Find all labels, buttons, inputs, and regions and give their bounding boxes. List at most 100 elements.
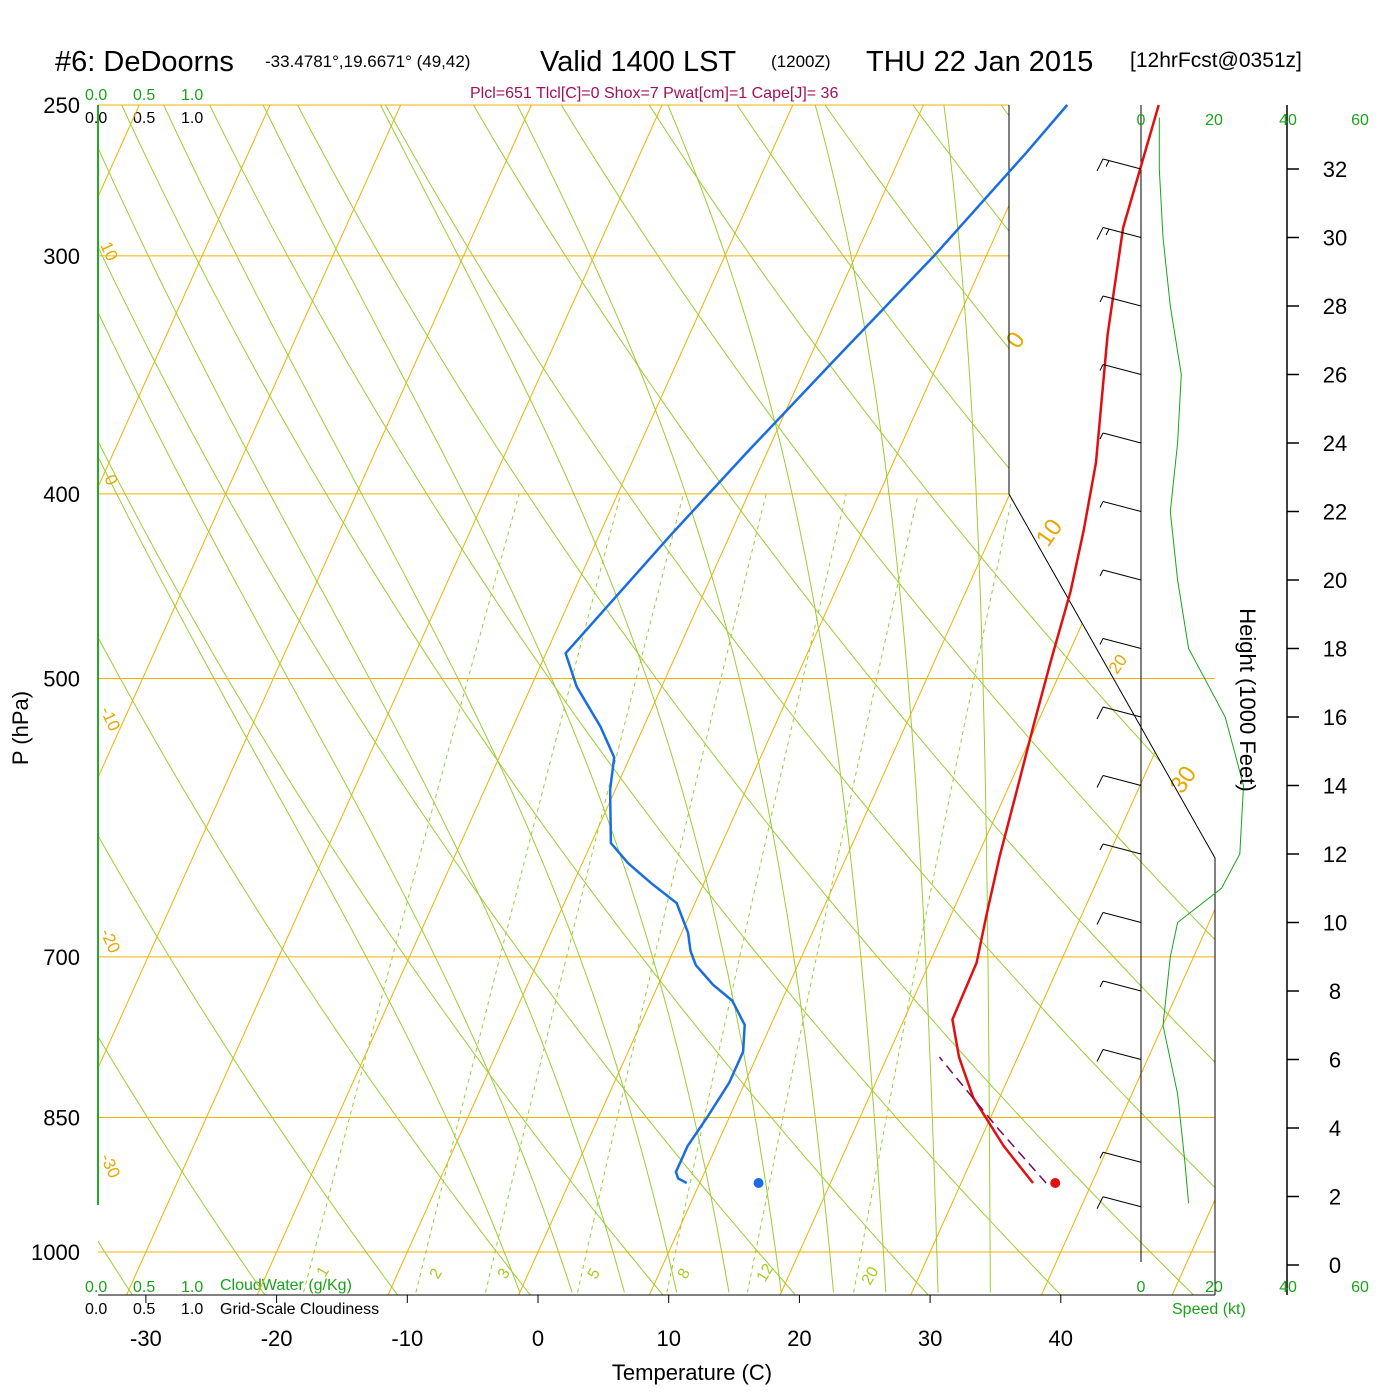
moist-adiabat-line xyxy=(380,105,782,1293)
dry-adiabat-line xyxy=(1031,105,1215,1295)
wind-speed-scale-bottom: 0 20 40 60 Speed (kt) xyxy=(1137,1279,1369,1318)
pressure-tick-label: 700 xyxy=(43,945,80,970)
isotherm-line xyxy=(98,105,532,1295)
temperature-tick-label: 30 xyxy=(918,1326,942,1351)
temperature-tick-label: -30 xyxy=(130,1326,162,1351)
wind-bottom-tick: 20 xyxy=(1205,1279,1223,1296)
height-tick-label: 4 xyxy=(1329,1116,1341,1141)
temperature-tick-label: 20 xyxy=(787,1326,811,1351)
dry-adiabat-line xyxy=(1361,0,1400,1331)
wind-barb-feather xyxy=(1096,775,1104,788)
wind-barb-half-feather xyxy=(1099,980,1104,988)
bottom-cloudiness-tick: 0.5 xyxy=(133,1301,155,1318)
wind-barb-half-feather xyxy=(1099,432,1104,440)
height-tick-label: 0 xyxy=(1329,1253,1341,1278)
wind-barb xyxy=(1102,227,1142,238)
wind-speed-scale-top: 0 20 40 60 xyxy=(1137,112,1369,129)
wind-barb-half-feather xyxy=(1099,638,1104,645)
pressure-tick-label: 850 xyxy=(43,1106,80,1131)
height-tick-label: 6 xyxy=(1329,1048,1341,1073)
wind-barb xyxy=(1102,980,1142,992)
height-tick-label: 32 xyxy=(1323,157,1347,182)
pressure-tick-label: 400 xyxy=(43,482,80,507)
wind-barb xyxy=(1102,501,1142,512)
wind-bottom-tick: 40 xyxy=(1279,1279,1297,1296)
wind-barb-half-feather xyxy=(1099,501,1104,508)
stats-line: Plcl=651 Tlcl[C]=0 Shox=7 Pwat[cm]=1 Cap… xyxy=(470,85,838,102)
isotherm-label: 10 xyxy=(96,239,121,264)
height-tick-label: 10 xyxy=(1323,911,1347,936)
wind-top-tick: 0 xyxy=(1137,112,1146,129)
height-tick-label: 8 xyxy=(1329,979,1341,1004)
dry-adiabat-line xyxy=(98,105,291,1295)
wind-top-tick: 40 xyxy=(1279,112,1297,129)
wind-barb-feather xyxy=(1096,227,1104,240)
height-tick-label: 12 xyxy=(1323,842,1347,867)
wind-barb xyxy=(1102,1049,1142,1060)
isotherm-label: -20 xyxy=(96,926,124,956)
bottom-cloudwater-tick: 0.5 xyxy=(133,1279,155,1296)
wind-barb xyxy=(1102,912,1142,923)
isotherm-label: -30 xyxy=(96,1151,124,1181)
dry-adiabat-line xyxy=(618,105,1215,1295)
dry-adiabat-line xyxy=(536,105,1215,1295)
wind-barb-half-feather xyxy=(1105,228,1110,236)
height-tick-label: 22 xyxy=(1323,500,1347,525)
height-axis-title: Height (1000 Feet) xyxy=(1235,608,1260,791)
mixing-ratio-line xyxy=(577,493,767,1293)
title-date: THU 22 Jan 2015 xyxy=(866,46,1093,78)
isotherm-line xyxy=(632,105,1186,1295)
dry-adiabat-line xyxy=(98,105,828,1295)
height-tick-label: 14 xyxy=(1323,774,1347,799)
isotherm-line xyxy=(1155,105,1215,1295)
top-cloudiness-tick: 0.5 xyxy=(133,110,155,127)
bottom-cloudwater-tick: 0.0 xyxy=(85,1279,107,1296)
moist-adiabat-line xyxy=(262,105,730,1293)
temperature-tick-label: 40 xyxy=(1049,1326,1073,1351)
moist-adiabat-line xyxy=(163,105,678,1293)
wind-bottom-tick: 60 xyxy=(1351,1279,1369,1296)
cloudiness-label: Grid-Scale Cloudiness xyxy=(220,1301,379,1318)
parcel-line xyxy=(938,1056,1047,1184)
surface-dewpoint-marker xyxy=(753,1178,764,1189)
mixing-ratio-line xyxy=(415,493,622,1293)
dry-adiabat-line xyxy=(98,105,560,1295)
bottom-cloudiness-scale: 0.0 0.5 1.0 Grid-Scale Cloudiness xyxy=(85,1301,379,1318)
wind-barb-half-feather xyxy=(1099,295,1104,303)
wind-barb xyxy=(1102,843,1142,855)
title-valid: Valid 1400 LST xyxy=(540,46,736,78)
mixing-ratio-label: 20 xyxy=(859,1264,883,1288)
temperature-tick-label: 10 xyxy=(656,1326,680,1351)
wind-barb xyxy=(1102,706,1142,718)
isotherm-line xyxy=(502,105,1055,1295)
dry-adiabat-line xyxy=(98,105,157,1295)
dewpoint-line xyxy=(564,104,1069,1185)
x-axis-title: Temperature (C) xyxy=(612,1360,772,1385)
dry-adiabat-line xyxy=(206,105,1215,1295)
moist-adiabat-line xyxy=(98,105,573,1293)
plot-right-boundary xyxy=(1008,105,1216,1295)
pressure-tick-label: 300 xyxy=(43,244,80,269)
pressure-tick-label: 250 xyxy=(43,93,80,118)
isotherm-label: 0 xyxy=(1001,327,1031,353)
pressure-tick-label: 1000 xyxy=(31,1240,80,1265)
top-cloudiness-tick: 0.0 xyxy=(85,110,107,127)
isotherm-line xyxy=(371,105,924,1295)
bottom-cloudwater-scale: 0.0 0.5 1.0 CloudWater (g/Kg) xyxy=(85,1277,352,1296)
dry-adiabat-line xyxy=(453,105,1215,1295)
temperature-tick-label: -20 xyxy=(261,1326,293,1351)
mixing-ratio-label: 2 xyxy=(427,1266,446,1282)
top-cloudwater-tick: 0.5 xyxy=(133,87,155,104)
mixing-ratio-line xyxy=(485,493,684,1293)
wind-barb xyxy=(1102,1196,1142,1208)
sounding-series xyxy=(564,104,1160,1189)
dry-adiabat-line xyxy=(288,105,1215,1295)
surface-temperature-marker xyxy=(1050,1178,1061,1189)
background-lines xyxy=(98,0,1400,1331)
title-utc: (1200Z) xyxy=(771,52,831,71)
mixing-ratio-label: 8 xyxy=(675,1266,694,1282)
isotherm-line xyxy=(240,105,794,1295)
